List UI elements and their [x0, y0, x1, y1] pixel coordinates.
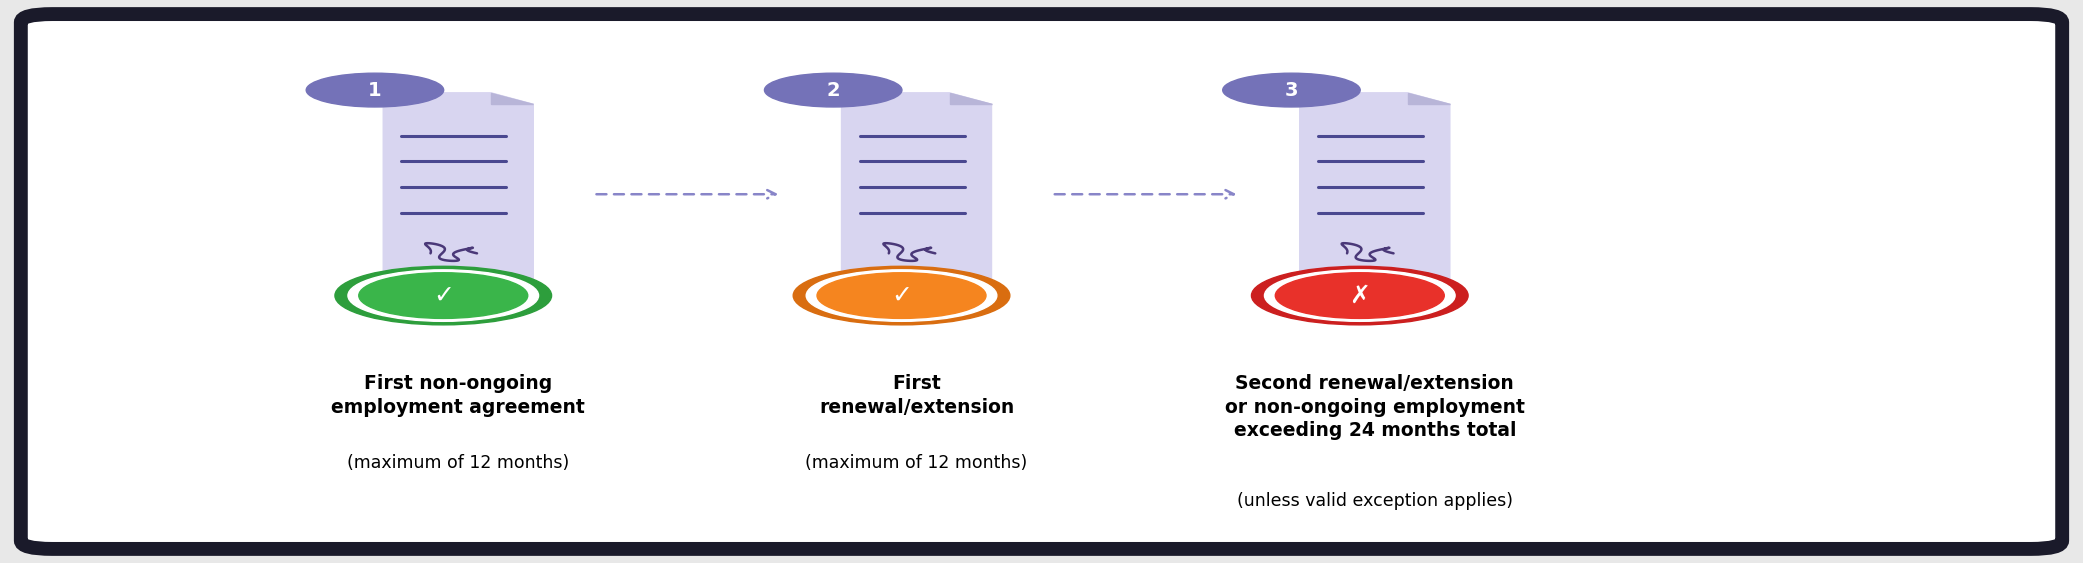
Text: ✓: ✓	[433, 284, 454, 307]
Circle shape	[358, 272, 527, 319]
Polygon shape	[1300, 93, 1450, 307]
Text: First
renewal/extension: First renewal/extension	[819, 374, 1014, 417]
Text: (maximum of 12 months): (maximum of 12 months)	[806, 454, 1027, 472]
Text: 1: 1	[369, 81, 381, 100]
Circle shape	[817, 272, 985, 319]
Ellipse shape	[306, 73, 444, 107]
Text: ✓: ✓	[892, 284, 912, 307]
Text: First non-ongoing
employment agreement: First non-ongoing employment agreement	[331, 374, 585, 417]
Ellipse shape	[1223, 73, 1360, 107]
Polygon shape	[492, 93, 533, 104]
Circle shape	[794, 266, 1010, 325]
Circle shape	[1275, 272, 1444, 319]
Polygon shape	[950, 93, 992, 104]
Text: 3: 3	[1285, 81, 1298, 100]
Text: 2: 2	[827, 81, 839, 100]
Text: (unless valid exception applies): (unless valid exception applies)	[1237, 492, 1512, 510]
Text: ✗: ✗	[1350, 284, 1371, 307]
Polygon shape	[1408, 93, 1450, 104]
Circle shape	[806, 270, 998, 321]
Circle shape	[1264, 270, 1456, 321]
Polygon shape	[383, 93, 533, 307]
FancyBboxPatch shape	[21, 14, 2062, 549]
Ellipse shape	[764, 73, 902, 107]
Circle shape	[335, 266, 552, 325]
Text: (maximum of 12 months): (maximum of 12 months)	[348, 454, 569, 472]
Text: Second renewal/extension
or non-ongoing employment
exceeding 24 months total: Second renewal/extension or non-ongoing …	[1225, 374, 1525, 440]
Circle shape	[1252, 266, 1469, 325]
Polygon shape	[842, 93, 992, 307]
Circle shape	[348, 270, 539, 321]
